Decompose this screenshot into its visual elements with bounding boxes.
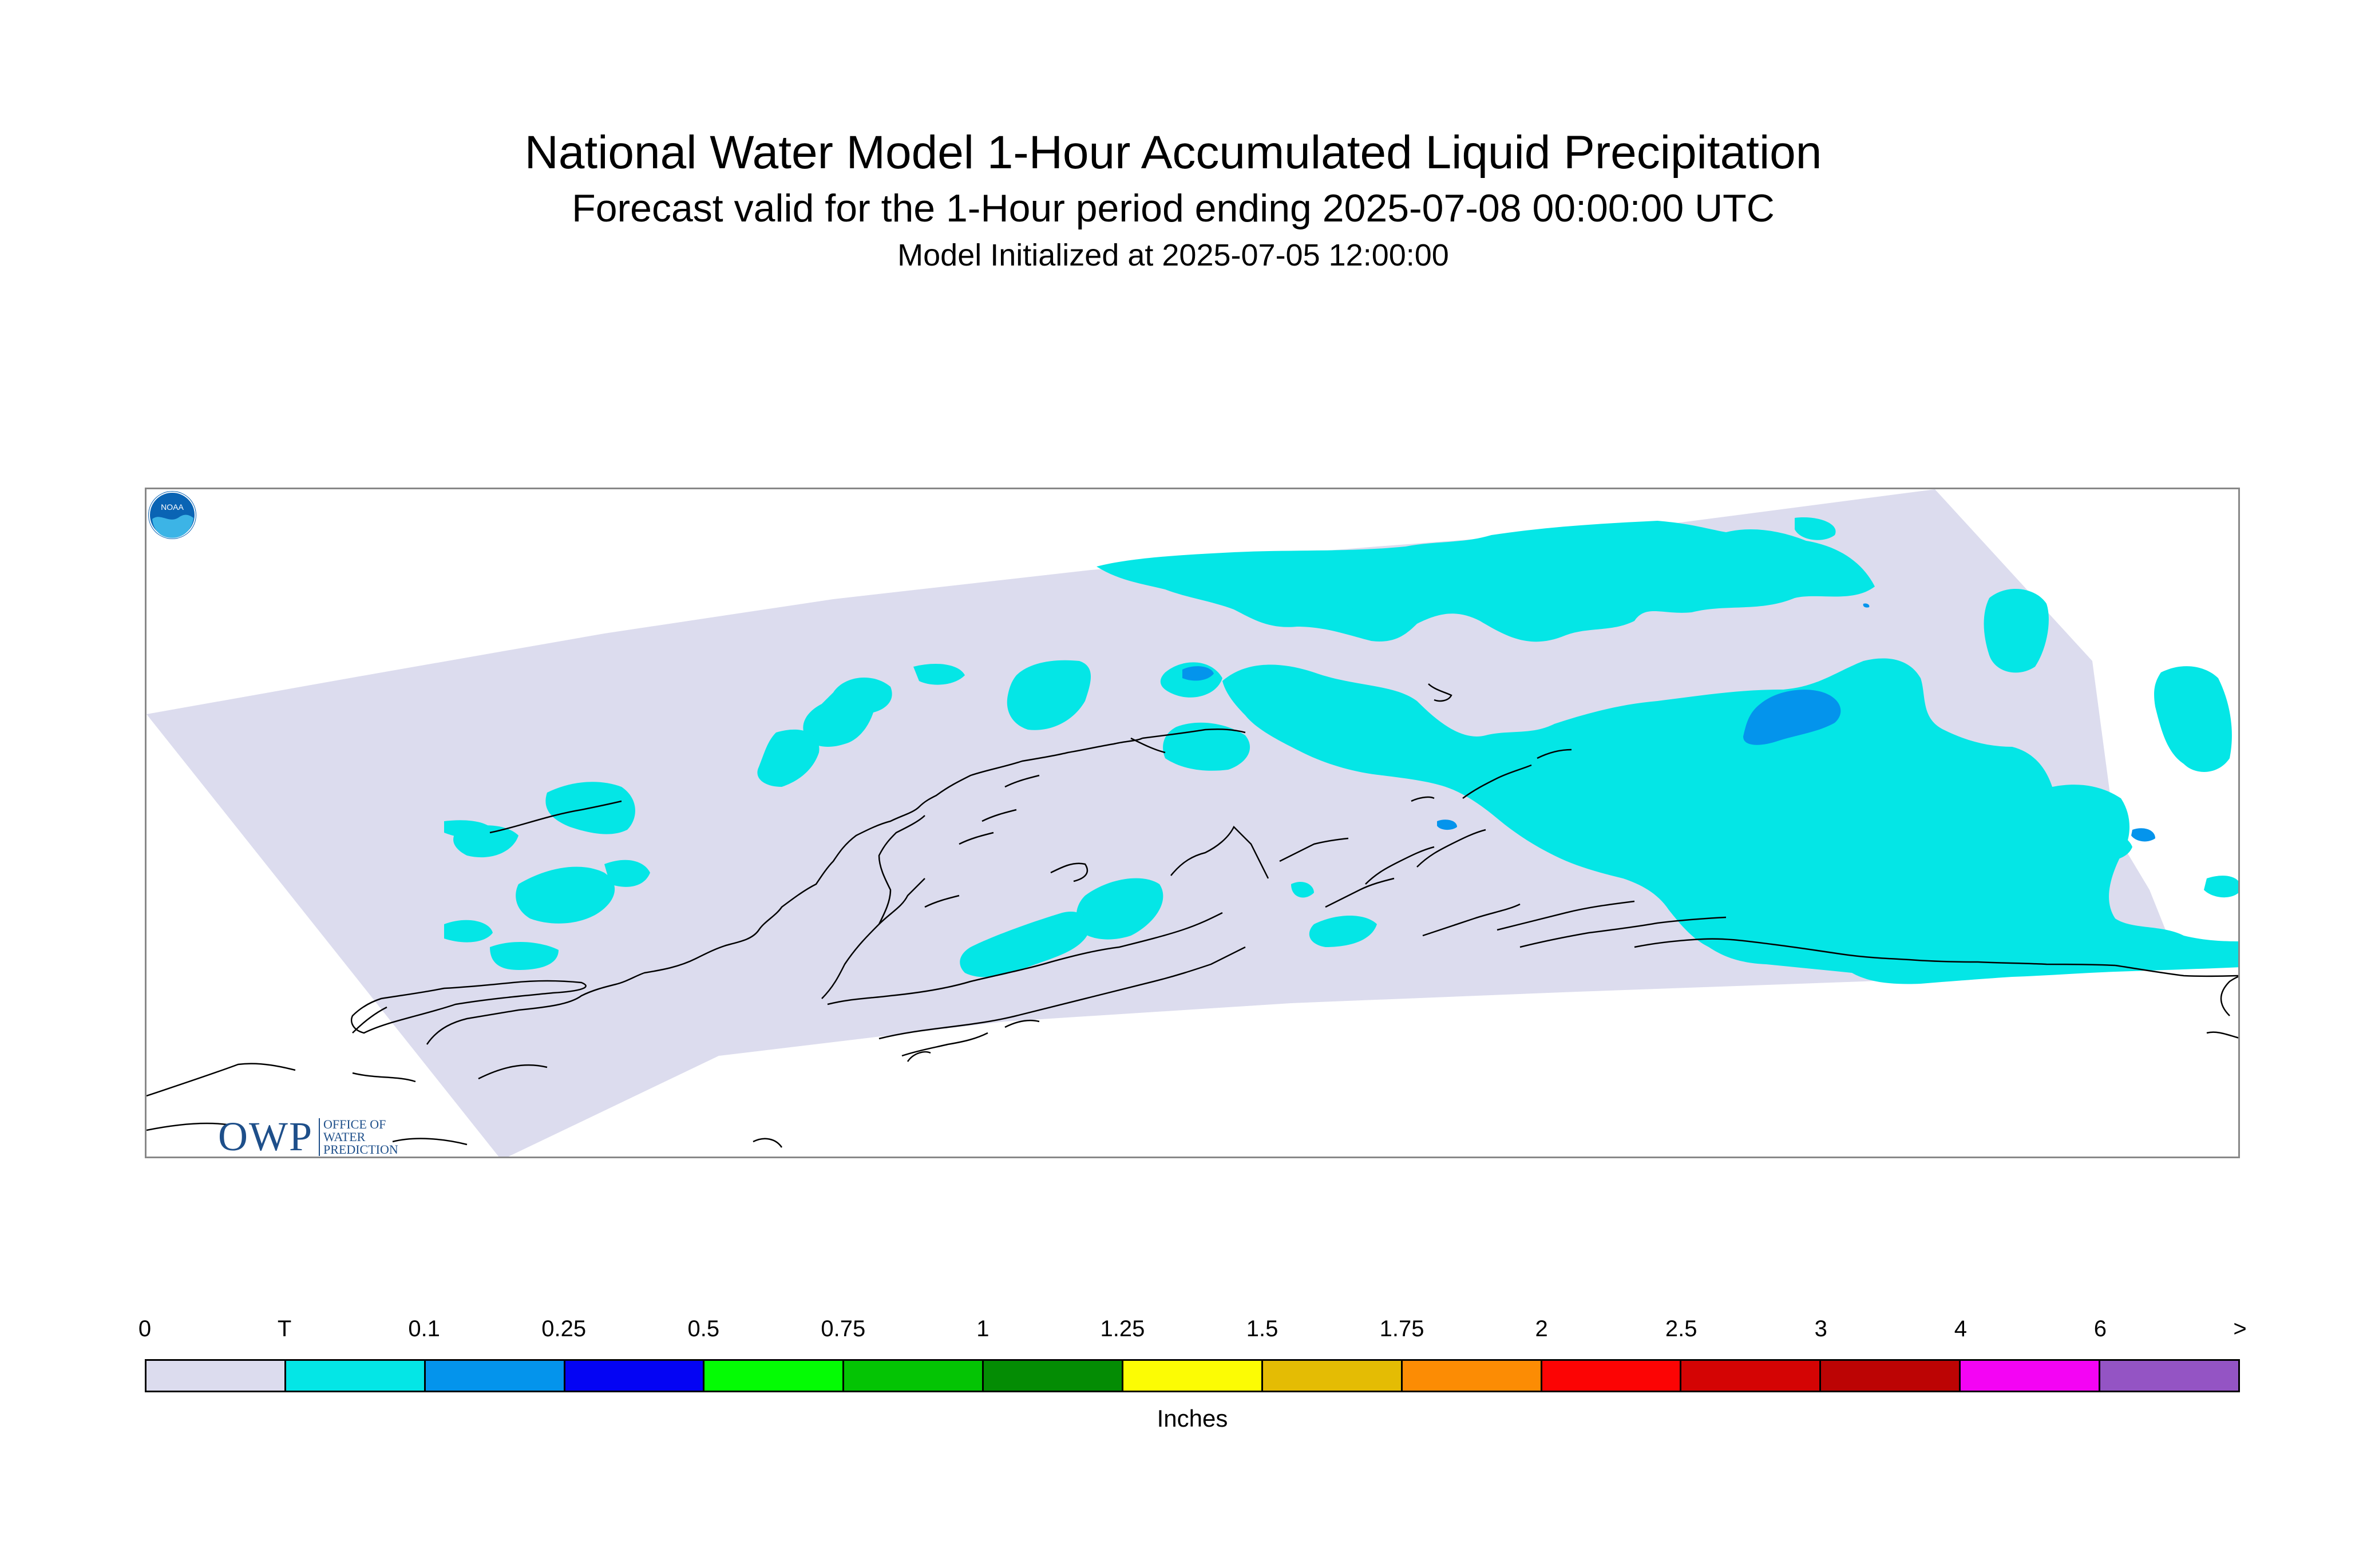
legend-color-bar [145,1359,2240,1392]
legend-tick-label: 1.5 [1246,1316,1278,1341]
legend-tick-label: 0.75 [821,1316,866,1341]
legend-swatch [2100,1361,2238,1391]
legend-tick-label: 6 [2093,1316,2107,1341]
legend-tick-label: 1.25 [1100,1316,1145,1341]
map-panel[interactable]: OWP OFFICE OF WATER PREDICTION NOAA [145,488,2240,1158]
legend-swatch [1542,1361,1682,1391]
legend-tick-label: 0.5 [687,1316,720,1341]
noaa-logo-icon: NOAA [148,491,196,539]
owp-text-line-3: PREDICTION [323,1142,398,1157]
owp-text-line-2: WATER [323,1129,366,1144]
legend-tick-label: 2 [1535,1316,1548,1341]
legend-swatch [704,1361,845,1391]
model-domain [147,489,2238,1157]
legend-swatch [1681,1361,1822,1391]
legend-tick-label: 3 [1814,1316,1827,1341]
legend-tick-label: 0 [138,1316,152,1341]
model-init-time: Model Initialized at 2025-07-05 12:00:00 [897,238,1449,272]
legend-swatch [1262,1361,1403,1391]
map-subtitle: Forecast valid for the 1-Hour period end… [572,187,1775,230]
legend-swatch [1123,1361,1263,1391]
legend-swatch [147,1361,286,1391]
owp-text-line-1: OFFICE OF [323,1116,386,1131]
legend-swatch [1821,1361,1961,1391]
legend-tick-label: T [277,1316,292,1341]
legend-swatch [425,1361,565,1391]
legend-labels: 0 T 0.1 0.25 0.5 0.75 1 1.25 1.5 1.75 2 2.5 3 4 6 > [138,1316,2247,1351]
noaa-logo-text: NOAA [161,502,184,512]
light-blue-precip-areas [1182,603,2155,842]
legend-tick-label: > [2233,1316,2247,1341]
legend-tick-label: 0.25 [541,1316,587,1341]
legend-swatch [1961,1361,2101,1391]
legend-tick-label: 1 [976,1316,989,1341]
legend-tick-label: 0.1 [408,1316,440,1341]
legend-swatch [844,1361,984,1391]
legend-swatch [565,1361,705,1391]
owp-logo: OWP OFFICE OF WATER PREDICTION [218,1113,398,1158]
legend-swatch [1402,1361,1542,1391]
legend-tick-label: 1.75 [1379,1316,1424,1341]
owp-logo-mark: OWP [218,1114,313,1158]
legend-swatch [984,1361,1124,1391]
map-title: National Water Model 1-Hour Accumulated … [524,126,1822,179]
legend-tick-label: 4 [1954,1316,1967,1341]
coastlines [147,683,2238,1148]
legend-swatch [286,1361,426,1391]
legend-unit-label: Inches [1157,1405,1228,1432]
legend-tick-label: 2.5 [1665,1316,1697,1341]
trace-precip-areas [444,517,2238,984]
owp-logo-text: OFFICE OF WATER PREDICTION [319,1118,398,1156]
precip-map [147,489,2238,1157]
precip-legend: 0 T 0.1 0.25 0.5 0.75 1 1.25 1.5 1.75 2 2.5 3 4 6 > Inc… [138,1316,2247,1448]
